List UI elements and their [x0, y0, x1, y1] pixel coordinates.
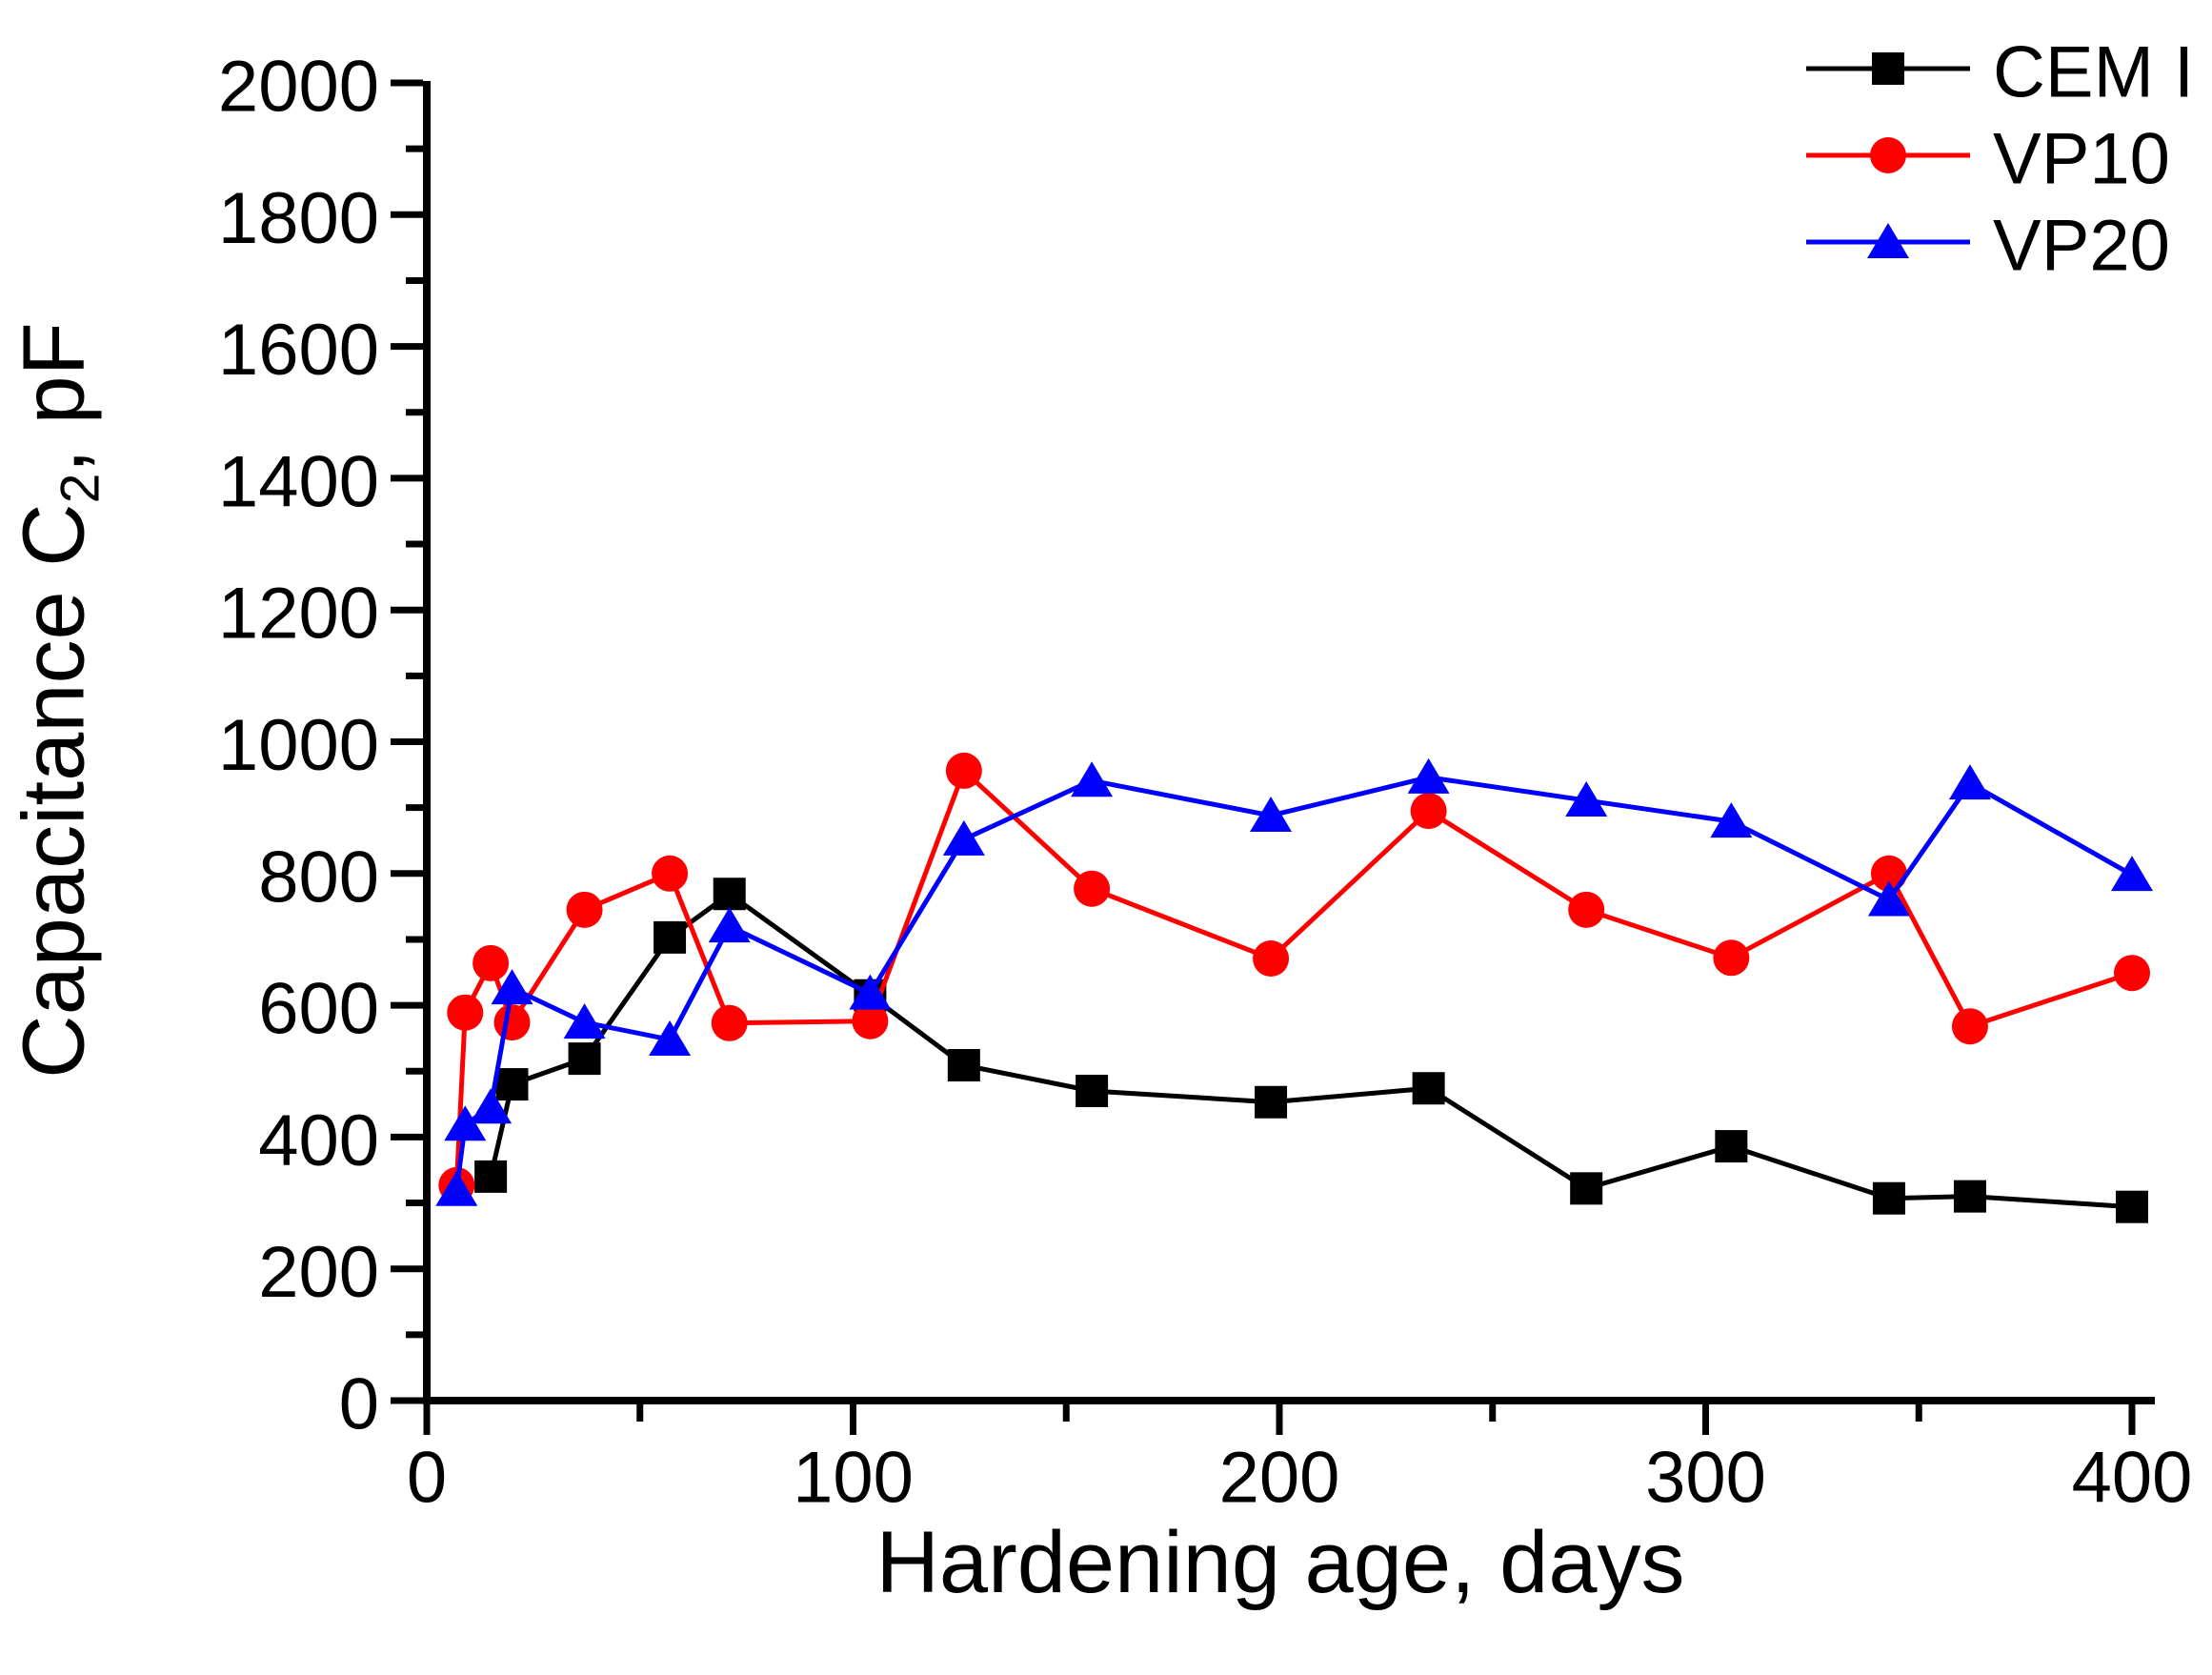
marker-VP20: [1710, 802, 1753, 838]
legend-label-CEM-I: CEM I: [1993, 32, 2194, 113]
legend-marker-VP10: [1870, 137, 1906, 173]
y-axis-title-main: Capacitance C: [5, 503, 103, 1079]
marker-VP20: [1867, 880, 1910, 917]
y-tick-label: 600: [258, 969, 379, 1050]
marker-VP10: [1568, 891, 1605, 928]
x-tick-label: 300: [1645, 1437, 1766, 1518]
marker-VP20: [849, 974, 892, 1010]
legend-marker-CEM-I: [1872, 52, 1904, 85]
marker-VP20: [435, 1170, 478, 1206]
marker-VP10: [1870, 855, 1907, 892]
marker-VP20: [649, 1020, 692, 1057]
legend-label-VP20: VP20: [1993, 206, 2170, 287]
legend-marker-VP20: [1867, 223, 1909, 258]
x-tick-label: 200: [1219, 1437, 1340, 1518]
y-tick-label: 0: [339, 1364, 379, 1445]
marker-CEM-I: [474, 1160, 508, 1193]
x-tick-label: 400: [2072, 1437, 2193, 1518]
marker-VP20: [1071, 761, 1114, 797]
marker-VP20: [942, 819, 985, 856]
marker-VP10: [473, 944, 510, 981]
series-line-VP10: [453, 766, 2133, 1186]
marker-CEM-I: [947, 1049, 980, 1082]
marker-VP10: [1074, 870, 1111, 907]
x-axis-title: Hardening age, days: [875, 1514, 1685, 1611]
marker-VP10: [945, 752, 982, 789]
y-tick-label: 1000: [218, 705, 379, 786]
marker-CEM-I: [654, 920, 687, 954]
marker-VP20: [444, 1105, 487, 1141]
marker-VP10: [2114, 955, 2150, 992]
y-tick-label: 2000: [218, 47, 379, 128]
marker-CEM-I: [2116, 1190, 2148, 1223]
marker-VP20: [1948, 764, 1991, 800]
y-tick-label: 800: [258, 837, 379, 918]
y-axis-title: Capacitance C2, pF: [5, 322, 111, 1079]
marker-VP10: [493, 1004, 531, 1041]
y-tick-label: 200: [258, 1232, 379, 1313]
marker-CEM-I: [1076, 1074, 1109, 1107]
marker-VP20: [491, 969, 533, 1005]
marker-VP20: [470, 1088, 513, 1124]
x-tick-label: 100: [793, 1437, 914, 1518]
marker-VP20: [1250, 796, 1293, 832]
marker-VP20: [2111, 856, 2153, 892]
marker-VP20: [708, 907, 751, 943]
marker-VP20: [563, 1003, 606, 1039]
marker-VP20: [1407, 757, 1450, 794]
marker-CEM-I: [1953, 1180, 1986, 1213]
marker-VP10: [652, 855, 689, 892]
marker-VP10: [1410, 793, 1447, 830]
y-axis-title-subscript: 2: [50, 473, 111, 504]
y-tick-label: 1400: [218, 441, 379, 522]
marker-VP10: [1951, 1008, 1988, 1045]
y-axis-title-suffix: , pF: [5, 322, 103, 474]
marker-VP10: [1253, 940, 1290, 978]
legend-label-VP10: VP10: [1993, 119, 2170, 200]
x-tick-label: 0: [407, 1437, 447, 1518]
marker-VP10: [1713, 939, 1750, 977]
marker-VP10: [566, 891, 603, 928]
series-line-VP20: [453, 775, 2134, 1191]
y-tick-label: 400: [258, 1100, 379, 1181]
y-tick-label: 1600: [218, 310, 379, 391]
marker-CEM-I: [495, 1068, 529, 1101]
marker-CEM-I: [713, 878, 746, 911]
marker-VP10: [711, 1004, 748, 1041]
marker-CEM-I: [1715, 1130, 1748, 1163]
marker-CEM-I: [568, 1042, 601, 1076]
marker-CEM-I: [1255, 1085, 1288, 1119]
marker-CEM-I: [1412, 1072, 1445, 1105]
marker-VP10: [447, 994, 484, 1031]
y-tick-label: 1800: [218, 178, 379, 259]
marker-VP20: [1565, 781, 1608, 817]
y-tick-label: 1200: [218, 574, 379, 655]
marker-CEM-I: [1570, 1172, 1603, 1205]
marker-CEM-I: [1872, 1181, 1905, 1215]
marker-VP10: [852, 1002, 889, 1039]
